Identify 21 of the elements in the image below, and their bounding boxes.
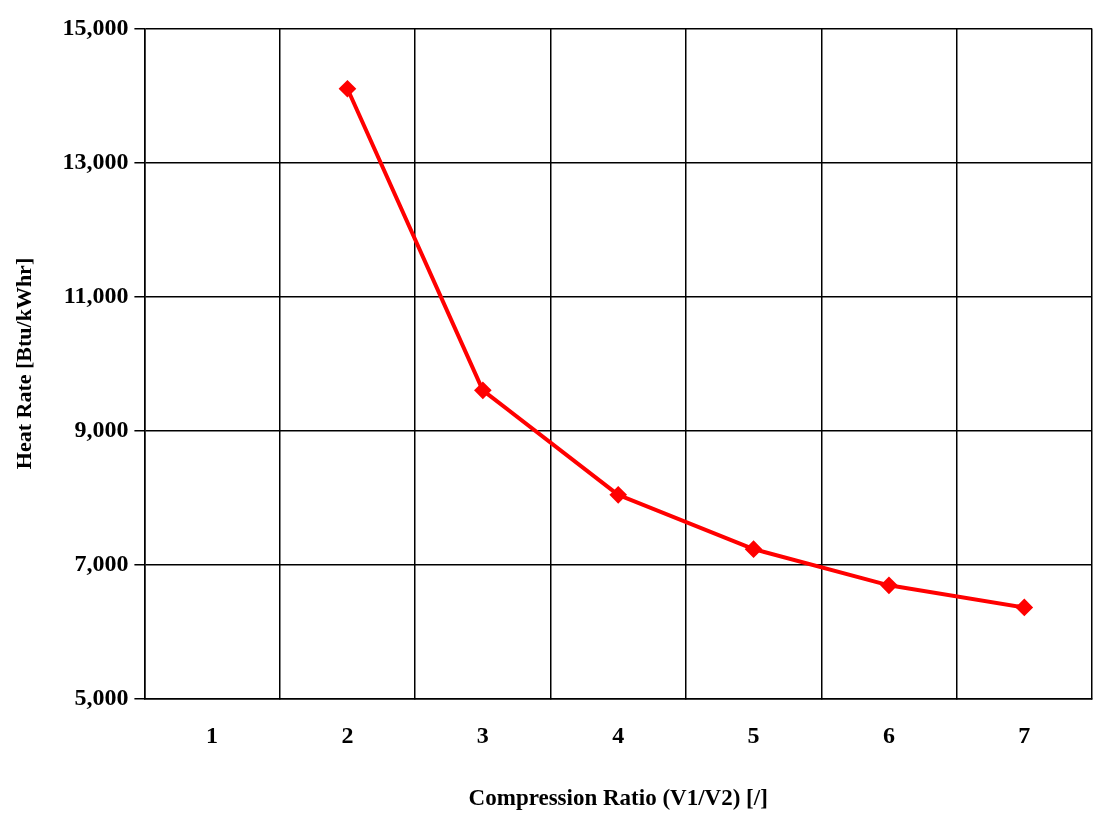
y-tick-label: 13,000 xyxy=(62,147,129,174)
point xyxy=(745,541,762,558)
x-tick-label: 2 xyxy=(341,722,354,749)
x-tick-label: 5 xyxy=(747,722,760,749)
point xyxy=(474,382,491,399)
point xyxy=(1016,599,1033,616)
y-tick-label: 15,000 xyxy=(62,13,129,40)
point xyxy=(339,80,356,97)
y-tick-label: 5,000 xyxy=(74,683,129,710)
point xyxy=(880,577,897,594)
y-tick-label: 9,000 xyxy=(74,415,129,442)
y-tick-label: 7,000 xyxy=(74,549,129,576)
x-tick-label: 4 xyxy=(612,722,625,749)
y-axis-title: Heat Rate [Btu/kWhr] xyxy=(10,257,36,470)
y-tick-label: 11,000 xyxy=(63,281,129,308)
x-tick-label: 7 xyxy=(1018,722,1031,749)
x-tick-label: 6 xyxy=(882,722,895,749)
x-tick-label: 3 xyxy=(476,722,489,749)
x-tick-label: 1 xyxy=(206,722,219,749)
x-axis-title: Compression Ratio (V1/V2) [/] xyxy=(468,785,768,811)
point xyxy=(610,486,627,503)
